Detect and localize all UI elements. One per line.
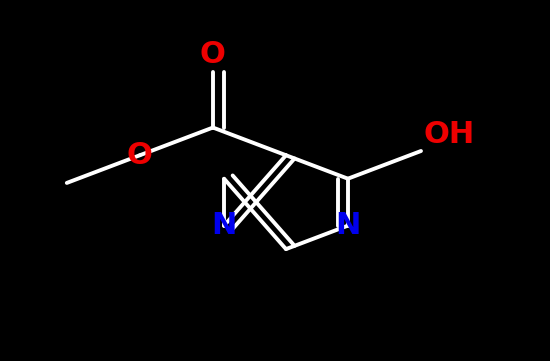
Text: OH: OH <box>424 120 475 149</box>
Text: O: O <box>200 40 226 69</box>
Text: O: O <box>127 141 153 170</box>
Text: N: N <box>336 211 361 240</box>
Text: N: N <box>211 211 236 240</box>
